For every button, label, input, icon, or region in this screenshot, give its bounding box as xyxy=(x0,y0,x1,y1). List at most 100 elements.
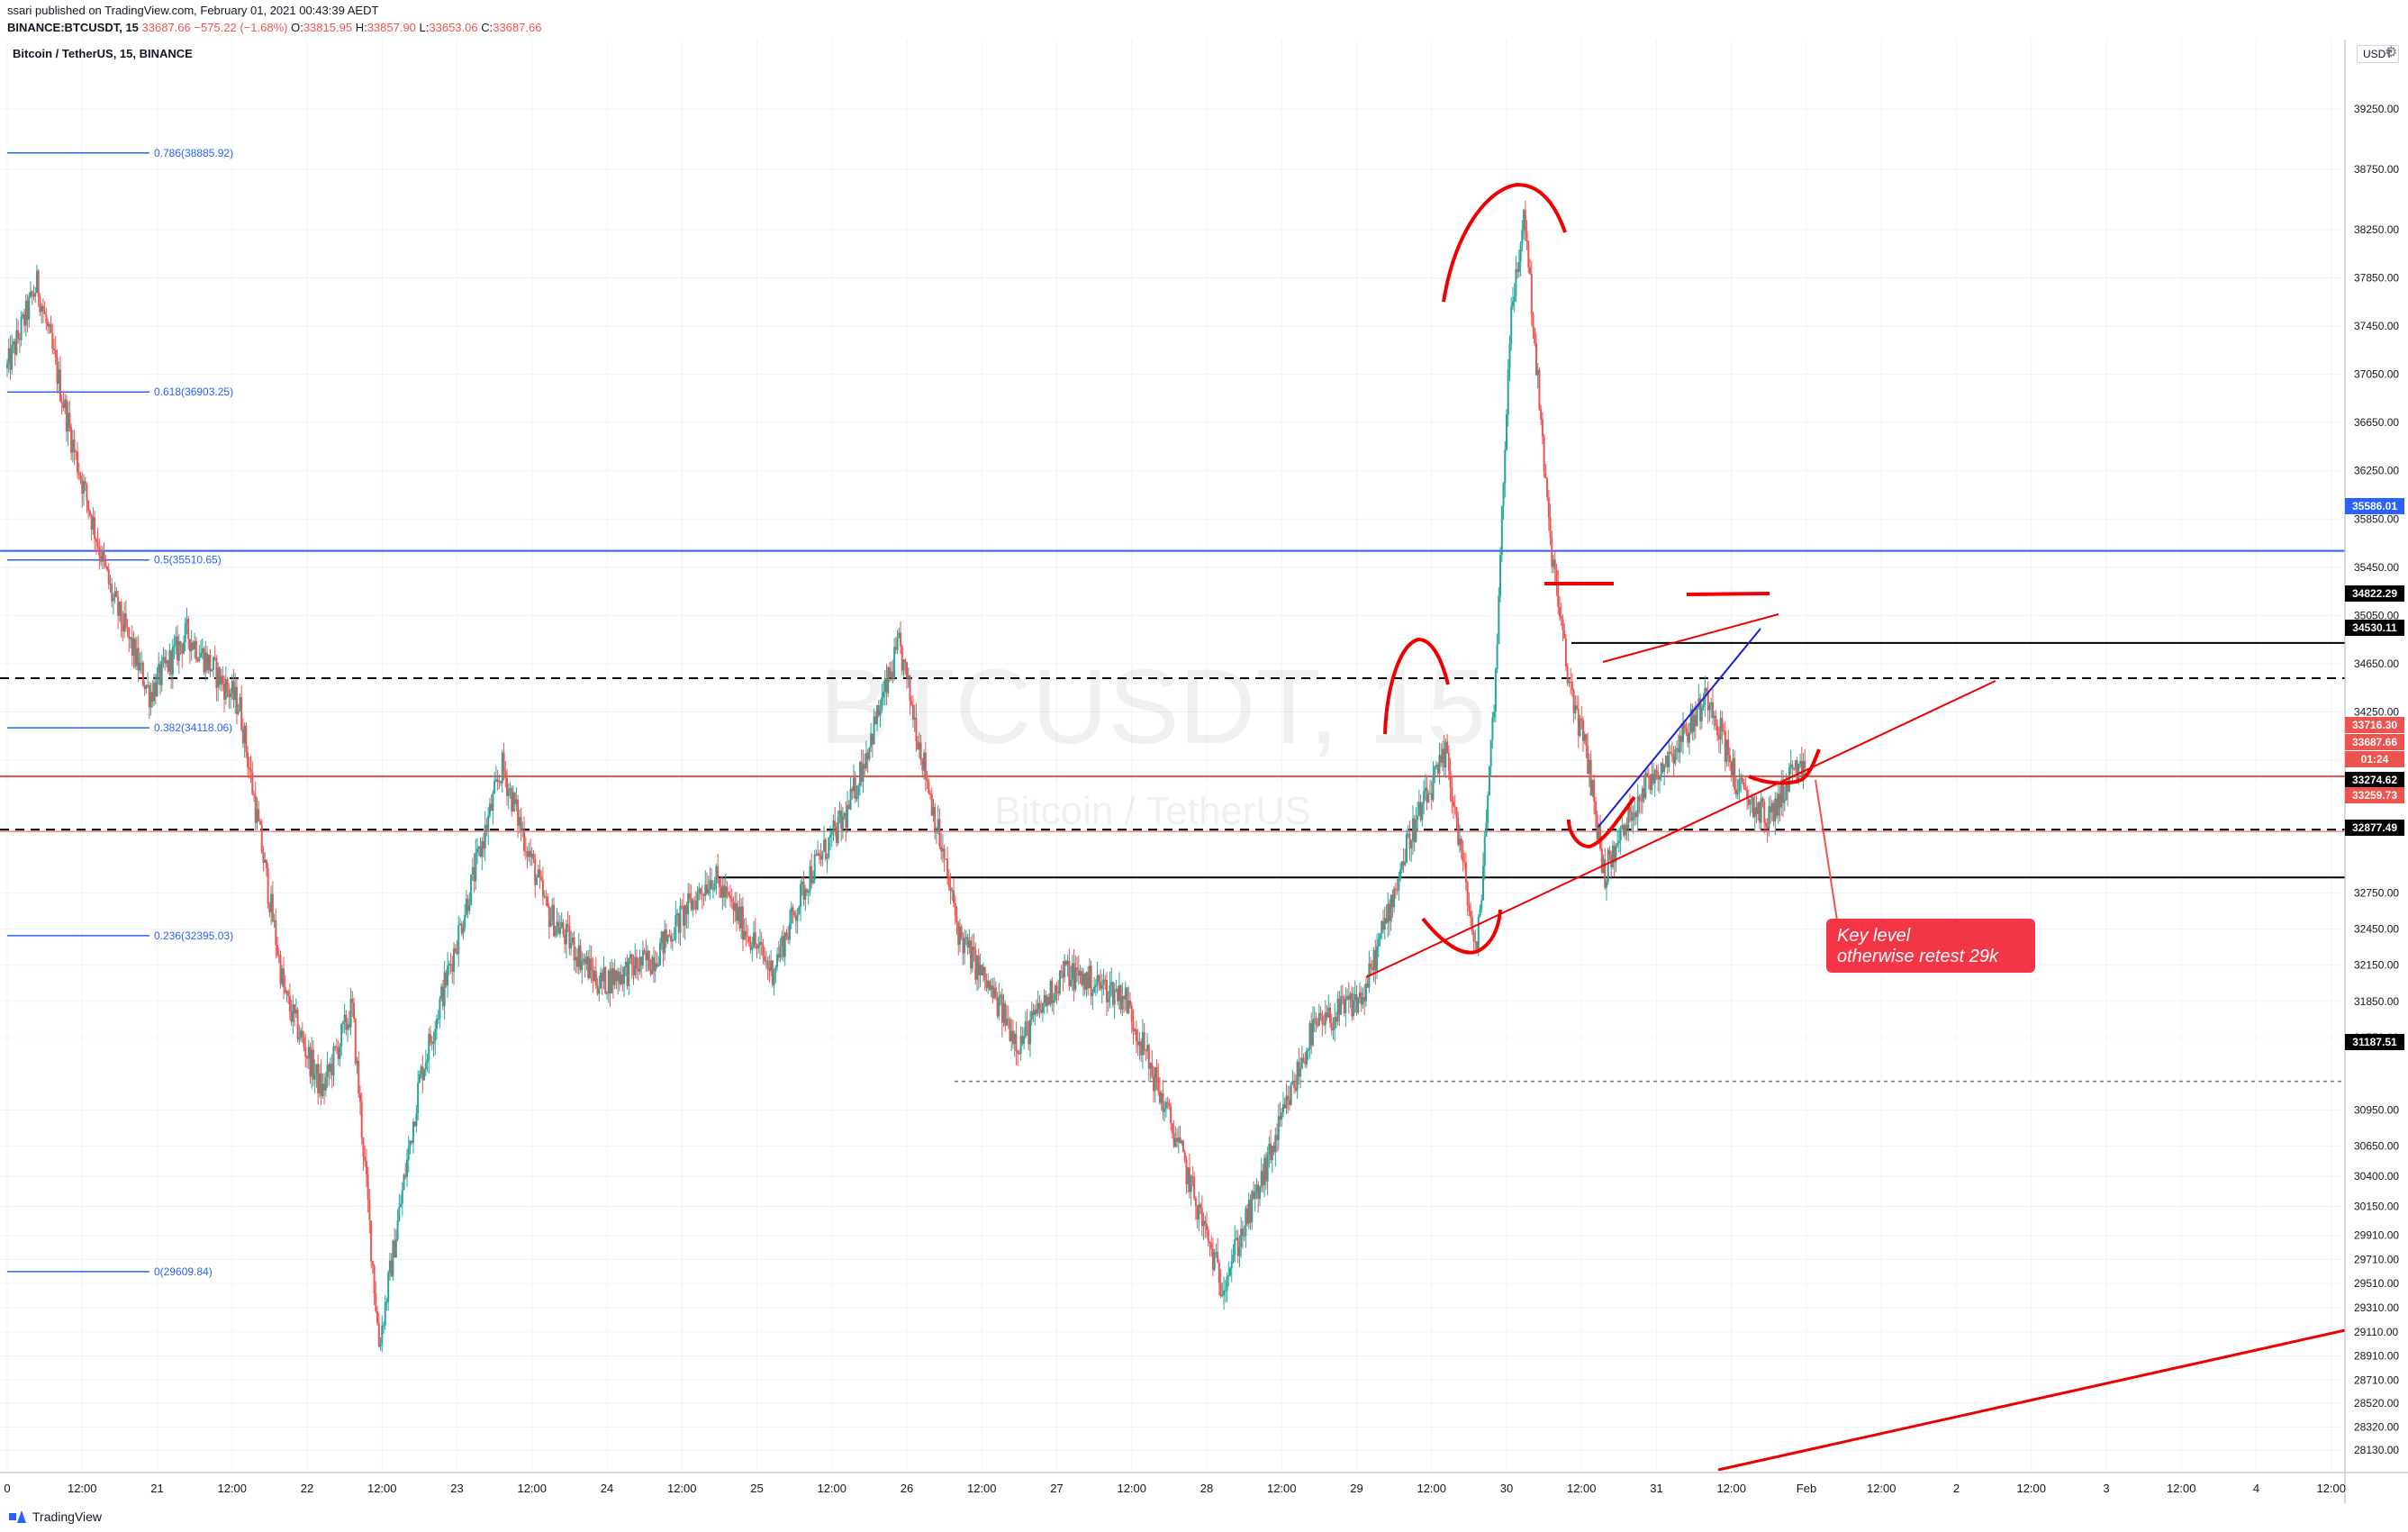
candle-body xyxy=(358,1060,360,1094)
candle-body xyxy=(1347,995,1350,1000)
rising-support-trendline[interactable] xyxy=(1365,680,1996,978)
candle-body xyxy=(1453,801,1455,807)
candle-body xyxy=(260,824,263,853)
candle-body xyxy=(1777,793,1779,816)
candle-body xyxy=(873,716,875,745)
candle-body xyxy=(1607,849,1609,882)
chart-title: Bitcoin / TetherUS, 15, BINANCE xyxy=(13,47,193,60)
candle-body xyxy=(1019,1035,1022,1055)
candle-body xyxy=(777,954,780,958)
candle-body xyxy=(693,900,696,902)
candle-body xyxy=(304,1047,307,1057)
candle-body xyxy=(937,819,939,832)
candle-body xyxy=(1468,905,1471,911)
candle-body xyxy=(702,894,705,896)
candle-body xyxy=(1062,972,1064,978)
annotation-callout[interactable]: Key level otherwise retest 29k xyxy=(1826,919,2035,973)
candle-body xyxy=(887,666,890,693)
left-cup-drawing[interactable] xyxy=(1567,795,1636,849)
candle-body xyxy=(1340,996,1343,1015)
candle-body xyxy=(81,479,84,494)
candle-body xyxy=(1481,866,1484,901)
candle-body xyxy=(1141,1031,1144,1056)
candle-body xyxy=(62,403,65,409)
candle-body xyxy=(647,950,650,971)
top-arc-drawing[interactable] xyxy=(1442,182,1567,303)
gear-icon[interactable]: ⚙ xyxy=(2385,45,2398,60)
candle-body xyxy=(320,1073,322,1096)
candle-body xyxy=(1451,787,1453,802)
candle-body xyxy=(387,1272,390,1302)
candle-body xyxy=(235,686,238,714)
candle-body xyxy=(465,898,467,915)
x-tick-label: 29 xyxy=(1350,1482,1362,1495)
lower-trendline[interactable] xyxy=(1717,1328,2346,1472)
candle-body xyxy=(148,684,150,708)
horizontal-lines[interactable] xyxy=(0,549,2345,1083)
price-chart[interactable]: BTCUSDT, 15 Bitcoin / TetherUS 0.786(388… xyxy=(0,40,2408,1503)
candle-body xyxy=(981,965,983,975)
candle-body xyxy=(1376,946,1379,971)
candle-body xyxy=(1104,979,1107,981)
candle-body xyxy=(564,934,566,945)
candle-body xyxy=(296,1009,299,1040)
candle-body xyxy=(153,682,156,702)
candle-body xyxy=(188,639,191,652)
drawings[interactable] xyxy=(1365,182,2346,1472)
candle-body xyxy=(683,905,686,926)
candle-body xyxy=(801,881,803,884)
candle-body xyxy=(460,923,463,934)
candle-body xyxy=(1127,1000,1130,1013)
candle-body xyxy=(15,330,18,355)
candle-body xyxy=(549,920,552,928)
candle-body xyxy=(845,812,847,829)
candle-body xyxy=(1227,1275,1230,1277)
candle-body xyxy=(92,517,95,530)
candle-body xyxy=(90,515,93,530)
currency-button[interactable]: USDT xyxy=(2357,45,2399,63)
candle-body xyxy=(1430,793,1433,801)
candle-body xyxy=(921,760,924,771)
candle-body xyxy=(1715,715,1717,726)
y-axis-ticks[interactable]: 39250.00 38750.00 38250.00 37850.00 37450.00… xyxy=(2354,103,2399,1456)
candle-body xyxy=(841,816,844,829)
fibonacci-levels[interactable]: 0.786(38885.92) 0.618(36903.25) 0.5(35510.… xyxy=(7,147,233,1278)
candle-body xyxy=(1549,517,1552,538)
candle-body xyxy=(1508,343,1511,370)
candle-body xyxy=(624,961,627,967)
candle-body xyxy=(518,817,521,826)
candle-body xyxy=(1304,1061,1307,1065)
dip-arc-drawing[interactable] xyxy=(1421,909,1502,955)
blue-trendline[interactable] xyxy=(1598,628,1761,828)
x-axis-ticks[interactable]: 0 12:00 21 12:00 22 12:00 23 12:00 24 12:00 25 12:0… xyxy=(4,1482,2346,1495)
candle-body xyxy=(1670,753,1673,757)
candle-body xyxy=(1480,900,1483,910)
candle-body xyxy=(1327,1007,1330,1018)
candle-body xyxy=(1353,993,1356,1001)
right-cup-drawing[interactable] xyxy=(1748,748,1821,785)
candle-body xyxy=(651,956,654,974)
mid-arc-drawing[interactable] xyxy=(1383,637,1450,735)
candle-body xyxy=(211,669,213,672)
candle-body xyxy=(1129,1000,1132,1006)
candle-body xyxy=(1504,449,1507,484)
candle-body xyxy=(1751,796,1753,800)
candle-body xyxy=(682,906,684,926)
candle-body xyxy=(1513,296,1516,302)
candle-body xyxy=(1498,595,1500,645)
candle-body xyxy=(1763,802,1766,823)
y-tick-label: 35050.00 xyxy=(2354,609,2399,621)
candle-body xyxy=(670,935,673,942)
candle-body xyxy=(341,1021,344,1024)
candle-body xyxy=(1372,949,1375,970)
channel-top-line[interactable] xyxy=(1602,613,1779,663)
candle-body xyxy=(54,349,57,358)
candle-body xyxy=(268,903,271,913)
candle-body xyxy=(1015,1033,1018,1051)
candle-body xyxy=(1107,998,1109,1002)
candle-body xyxy=(134,639,137,666)
candle-body xyxy=(723,885,726,898)
candle-body xyxy=(1334,1017,1336,1029)
candle-body xyxy=(1096,974,1099,985)
candle-body xyxy=(1608,849,1611,856)
